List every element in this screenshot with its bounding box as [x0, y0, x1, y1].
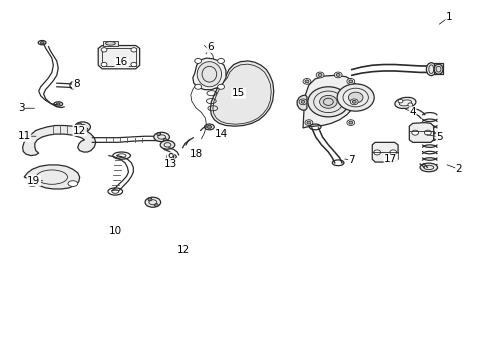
- Ellipse shape: [347, 92, 362, 103]
- Ellipse shape: [68, 181, 78, 186]
- Text: 3: 3: [18, 103, 24, 113]
- Ellipse shape: [157, 133, 160, 135]
- Ellipse shape: [433, 64, 442, 74]
- Ellipse shape: [299, 99, 306, 105]
- Polygon shape: [98, 45, 140, 69]
- Ellipse shape: [194, 84, 201, 89]
- Ellipse shape: [306, 121, 310, 124]
- Ellipse shape: [316, 72, 324, 78]
- Text: 19: 19: [27, 176, 41, 186]
- Ellipse shape: [411, 130, 418, 135]
- Polygon shape: [371, 142, 397, 162]
- Ellipse shape: [56, 103, 60, 105]
- Text: 12: 12: [177, 245, 190, 255]
- Ellipse shape: [148, 198, 152, 201]
- Text: 10: 10: [108, 226, 122, 236]
- Text: 1: 1: [445, 12, 452, 22]
- Ellipse shape: [318, 73, 322, 76]
- Text: 7: 7: [348, 155, 354, 165]
- Polygon shape: [303, 75, 357, 128]
- Text: 16: 16: [115, 57, 128, 67]
- Ellipse shape: [389, 150, 396, 155]
- Ellipse shape: [426, 63, 435, 76]
- Text: 5: 5: [435, 132, 442, 142]
- Ellipse shape: [336, 84, 373, 111]
- Ellipse shape: [217, 84, 224, 89]
- Text: 18: 18: [190, 149, 203, 159]
- Text: 11: 11: [18, 131, 31, 141]
- Ellipse shape: [335, 73, 339, 76]
- Ellipse shape: [206, 126, 211, 129]
- Ellipse shape: [40, 41, 44, 44]
- Ellipse shape: [217, 58, 224, 63]
- Ellipse shape: [351, 100, 355, 103]
- Ellipse shape: [101, 48, 107, 52]
- Bar: [103, 41, 118, 45]
- Ellipse shape: [407, 103, 412, 107]
- Ellipse shape: [348, 80, 352, 83]
- Text: 12: 12: [73, 126, 86, 135]
- Text: 9: 9: [167, 153, 173, 163]
- Ellipse shape: [348, 121, 352, 124]
- Text: 8: 8: [73, 79, 80, 89]
- Ellipse shape: [145, 197, 160, 207]
- Ellipse shape: [419, 163, 437, 172]
- Ellipse shape: [305, 120, 312, 126]
- Ellipse shape: [78, 123, 81, 126]
- Ellipse shape: [319, 95, 336, 108]
- Ellipse shape: [154, 204, 158, 207]
- Ellipse shape: [373, 150, 380, 155]
- Ellipse shape: [197, 62, 221, 87]
- Ellipse shape: [333, 72, 341, 78]
- Ellipse shape: [303, 78, 310, 84]
- Ellipse shape: [394, 97, 415, 108]
- Ellipse shape: [75, 122, 90, 132]
- Polygon shape: [210, 61, 273, 126]
- Ellipse shape: [27, 181, 37, 186]
- Ellipse shape: [346, 78, 354, 84]
- Ellipse shape: [131, 48, 137, 52]
- Text: 17: 17: [384, 154, 397, 164]
- Text: 13: 13: [163, 159, 177, 169]
- Ellipse shape: [163, 138, 166, 141]
- Text: 2: 2: [455, 164, 462, 174]
- Polygon shape: [24, 165, 80, 189]
- Ellipse shape: [305, 80, 308, 83]
- Ellipse shape: [346, 120, 354, 126]
- Text: 6: 6: [206, 42, 213, 52]
- Ellipse shape: [154, 132, 169, 141]
- Bar: [433, 63, 443, 74]
- Ellipse shape: [349, 99, 357, 105]
- Ellipse shape: [301, 100, 305, 103]
- Ellipse shape: [194, 58, 201, 63]
- Text: 15: 15: [231, 88, 245, 98]
- Ellipse shape: [424, 130, 430, 135]
- Ellipse shape: [101, 62, 107, 67]
- Text: 14: 14: [214, 129, 227, 139]
- Ellipse shape: [160, 140, 174, 149]
- Ellipse shape: [397, 99, 402, 103]
- Polygon shape: [22, 126, 96, 156]
- Polygon shape: [408, 123, 433, 142]
- Text: 4: 4: [408, 107, 415, 117]
- Ellipse shape: [105, 41, 115, 45]
- Ellipse shape: [307, 87, 348, 117]
- Ellipse shape: [84, 128, 88, 131]
- Polygon shape: [297, 95, 306, 110]
- Bar: [102, 48, 136, 66]
- Polygon shape: [192, 58, 225, 90]
- Ellipse shape: [131, 62, 137, 67]
